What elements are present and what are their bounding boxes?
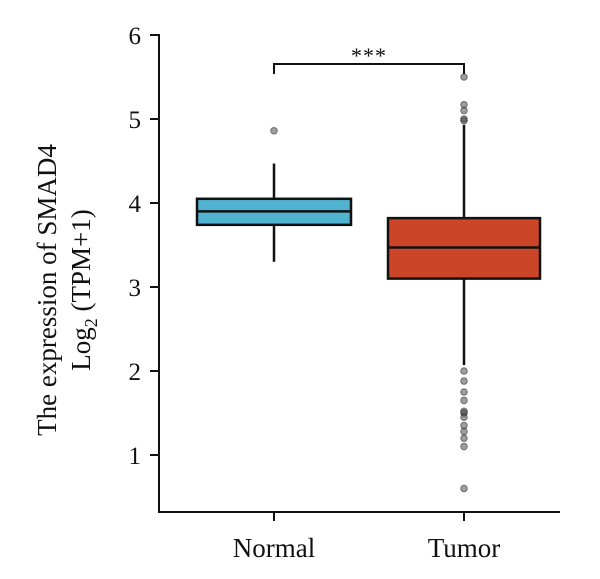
outlier-point — [460, 396, 468, 405]
outlier-point — [460, 377, 468, 385]
outlier-point — [460, 73, 468, 81]
significance-bracket: *** — [273, 43, 465, 74]
box-normal — [195, 126, 353, 262]
y-axis-title: The expression of SMAD4 Log2 (TPM+1) — [32, 144, 101, 436]
x-category-label: Normal — [233, 533, 315, 563]
outlier-point — [460, 100, 468, 109]
significance-bracket-line — [273, 63, 465, 74]
y-tick-label: 3 — [129, 275, 142, 302]
y-axis-ticks: 1 2 3 4 5 6 — [129, 23, 159, 470]
outlier-point — [270, 126, 278, 135]
y-axis-title-line1: The expression of SMAD4 — [32, 144, 62, 436]
x-axis-categories: Normal Tumor — [233, 512, 501, 563]
y-tick-label: 2 — [129, 359, 142, 386]
y-axis-title-line2: Log2 (TPM+1) — [66, 209, 101, 370]
box-series — [195, 73, 542, 493]
box-tumor — [386, 73, 542, 493]
outlier-point — [460, 388, 468, 396]
outlier-point — [460, 442, 468, 451]
y-tick-label: 5 — [129, 107, 142, 134]
outlier-point — [460, 434, 468, 443]
y-tick-label: 4 — [129, 191, 142, 218]
outlier-point — [460, 115, 468, 123]
y-tick-label: 1 — [129, 443, 142, 470]
outlier-point — [460, 413, 468, 422]
outlier-point — [460, 484, 468, 493]
y-tick-label: 6 — [129, 23, 142, 50]
significance-label: *** — [351, 43, 387, 68]
x-category-label: Tumor — [428, 533, 501, 563]
outlier-point — [460, 427, 468, 436]
outlier-point — [460, 367, 468, 375]
